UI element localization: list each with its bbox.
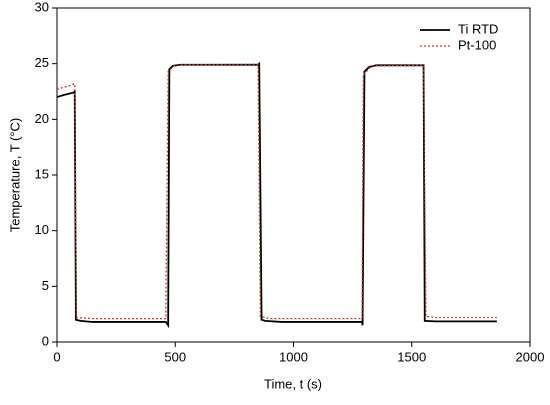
y-tick-label: 30 [35,0,49,14]
y-tick-label: 10 [35,222,49,237]
x-tick-label: 500 [164,349,186,364]
plot-frame [56,7,531,343]
x-axis-label: Time, t (s) [264,376,322,391]
x-tick-label: 1000 [279,349,308,364]
x-tick-label: 1500 [397,349,426,364]
y-tick-label: 15 [35,166,49,181]
legend-label: Pt-100 [458,37,496,52]
series-line [56,61,497,329]
legend-label: Ti RTD [458,21,498,36]
x-tick-label: 0 [53,349,60,364]
series-line [56,63,497,320]
x-tick-label: 2000 [516,349,545,364]
y-tick-label: 0 [42,333,49,348]
y-tick-label: 20 [35,111,49,126]
y-tick-label: 25 [35,55,49,70]
y-tick-label: 5 [42,278,49,293]
y-axis-label: Temperature, T (°C) [7,118,22,233]
